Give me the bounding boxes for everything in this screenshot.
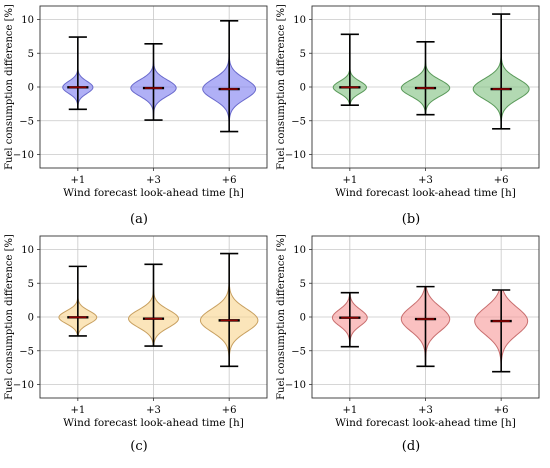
panel-caption-b: (b) [391, 212, 431, 227]
x-tick-label: +1 [70, 405, 85, 416]
y-tick-label: −5 [291, 346, 306, 357]
x-tick-label: +6 [222, 175, 237, 186]
y-tick-label: −10 [13, 380, 34, 391]
y-tick-label: 0 [28, 83, 34, 94]
x-tick-label: +6 [222, 405, 237, 416]
y-tick-label: 10 [21, 15, 34, 26]
y-tick-label: 0 [300, 83, 306, 94]
x-tick-label: +6 [494, 405, 509, 416]
x-tick-label: +1 [70, 175, 85, 186]
y-tick-label: −10 [13, 150, 34, 161]
y-tick-label: 10 [293, 15, 306, 26]
caption-text-c: (c) [130, 439, 148, 454]
caption-text-d: (d) [401, 439, 421, 454]
x-axis-label: Wind forecast look-ahead time [h] [335, 187, 516, 199]
y-axis-label: Fuel consumption difference [%] [276, 234, 287, 400]
y-tick-label: 5 [300, 279, 306, 290]
y-tick-label: 10 [21, 245, 34, 256]
y-tick-label: 5 [28, 279, 34, 290]
y-tick-label: 5 [300, 49, 306, 60]
x-tick-label: +3 [418, 405, 433, 416]
x-tick-label: +6 [494, 175, 509, 186]
panel-caption-d: (d) [391, 439, 431, 454]
y-tick-label: 0 [28, 313, 34, 324]
panel-caption-a: (a) [119, 212, 159, 227]
x-tick-label: +3 [146, 405, 161, 416]
y-tick-label: −10 [285, 150, 306, 161]
y-axis-label: Fuel consumption difference [%] [4, 4, 15, 170]
caption-text-b: (b) [401, 212, 421, 227]
y-axis-label: Fuel consumption difference [%] [276, 4, 287, 170]
y-tick-label: −5 [19, 346, 34, 357]
x-tick-label: +1 [342, 175, 357, 186]
y-tick-label: 10 [293, 245, 306, 256]
y-tick-label: −5 [19, 116, 34, 127]
y-tick-label: −5 [291, 116, 306, 127]
caption-text-a: (a) [130, 212, 148, 227]
y-tick-label: 0 [300, 313, 306, 324]
x-axis-label: Wind forecast look-ahead time [h] [63, 417, 244, 429]
x-tick-label: +1 [342, 405, 357, 416]
x-axis-label: Wind forecast look-ahead time [h] [335, 417, 516, 429]
x-tick-label: +3 [418, 175, 433, 186]
y-tick-label: −10 [285, 380, 306, 391]
x-axis-label: Wind forecast look-ahead time [h] [63, 187, 244, 199]
x-tick-label: +3 [146, 175, 161, 186]
panel-caption-c: (c) [119, 439, 159, 454]
y-tick-label: 5 [28, 49, 34, 60]
y-axis-label: Fuel consumption difference [%] [4, 234, 15, 400]
